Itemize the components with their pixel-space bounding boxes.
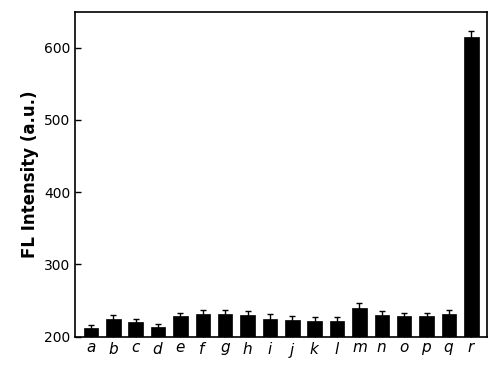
Bar (396, 317, 411, 337)
Bar (84, 328, 98, 337)
Bar (307, 321, 321, 337)
Bar (240, 315, 255, 337)
Bar (418, 317, 433, 337)
Bar (150, 327, 165, 337)
Bar (329, 321, 344, 337)
Bar (195, 313, 210, 337)
Bar (173, 317, 187, 337)
Y-axis label: FL Intensity (a.u.): FL Intensity (a.u.) (21, 91, 39, 258)
Bar (285, 320, 299, 337)
Bar (217, 313, 232, 337)
Bar (128, 322, 143, 337)
Bar (374, 315, 388, 337)
Bar (106, 319, 120, 337)
Bar (441, 313, 455, 337)
Bar (463, 37, 477, 337)
Bar (351, 308, 366, 337)
Bar (262, 319, 277, 337)
